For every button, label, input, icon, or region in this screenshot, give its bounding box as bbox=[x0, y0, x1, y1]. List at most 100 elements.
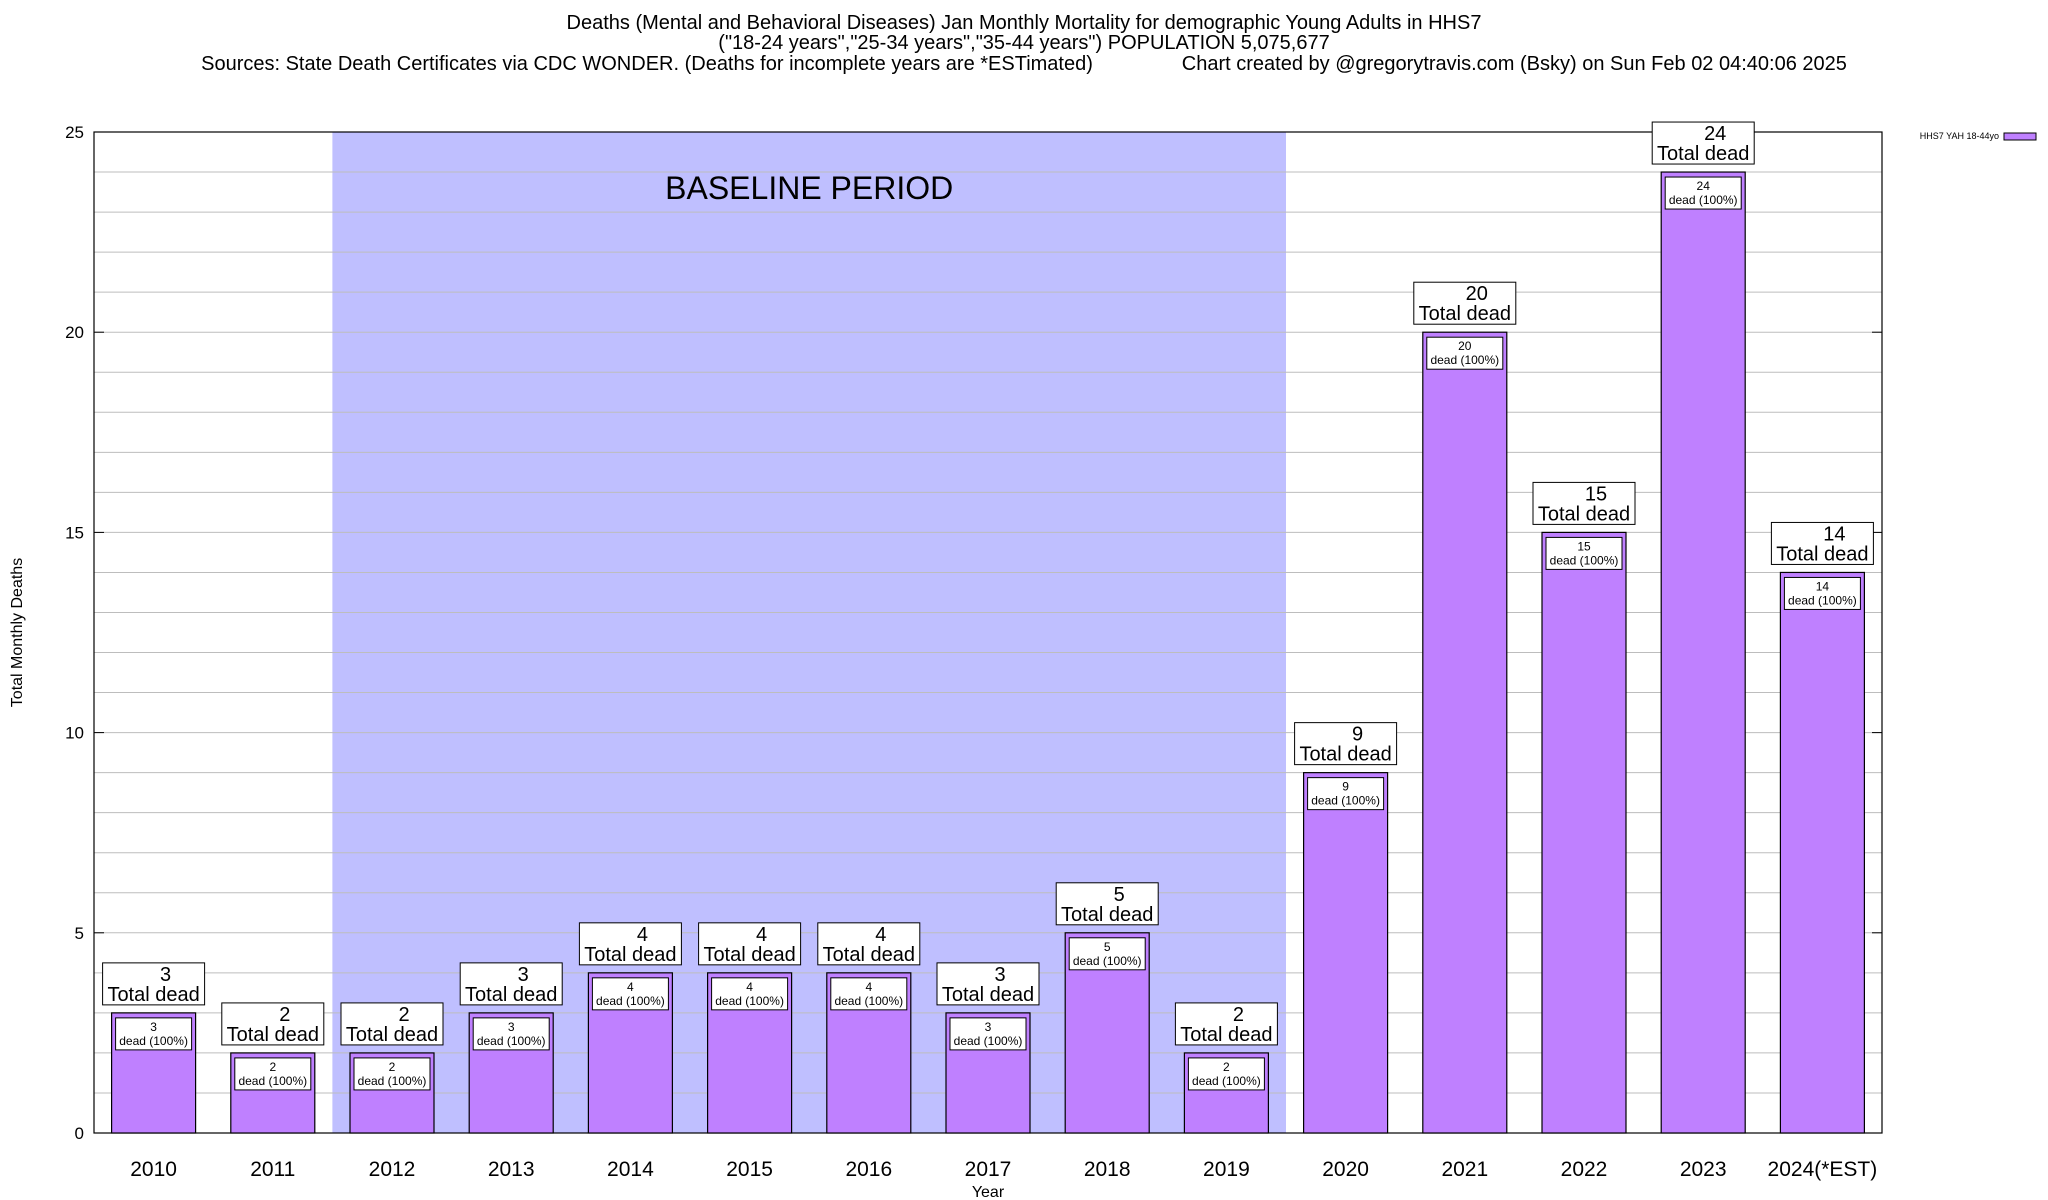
total-label-value: 2 bbox=[1233, 1004, 1244, 1026]
inner-label-text: dead (100%) bbox=[596, 994, 665, 1008]
inner-label-value: 4 bbox=[746, 980, 753, 994]
inner-label-value: 3 bbox=[150, 1020, 157, 1034]
x-tick-label: 2014 bbox=[607, 1158, 654, 1181]
inner-label-value: 2 bbox=[1223, 1060, 1230, 1074]
inner-label-value: 9 bbox=[1342, 780, 1349, 794]
inner-label-value: 14 bbox=[1816, 579, 1830, 593]
x-tick-label: 2011 bbox=[250, 1158, 295, 1181]
x-tick-label: 2022 bbox=[1561, 1158, 1608, 1181]
x-axis-label: Year bbox=[972, 1184, 1005, 1200]
total-label-box bbox=[1651, 121, 1755, 165]
inner-label-value: 24 bbox=[1697, 179, 1711, 193]
total-label-value: 3 bbox=[994, 964, 1005, 986]
inner-label-box bbox=[1426, 336, 1504, 370]
inner-label-text: dead (100%) bbox=[954, 1034, 1023, 1048]
inner-label-value: 2 bbox=[389, 1060, 396, 1074]
total-label-box bbox=[1770, 521, 1874, 565]
y-tick-label: 25 bbox=[65, 123, 84, 142]
chart-title-line-2: ("18-24 years","25-34 years","35-44 year… bbox=[718, 32, 1330, 54]
inner-label-box bbox=[949, 1017, 1027, 1051]
x-tick-label: 2023 bbox=[1680, 1158, 1727, 1181]
inner-label-text: dead (100%) bbox=[358, 1074, 427, 1088]
inner-label-text: dead (100%) bbox=[1550, 553, 1619, 567]
total-label-value: 20 bbox=[1466, 283, 1488, 305]
x-tick-label: 2017 bbox=[965, 1158, 1012, 1181]
total-label-value: 9 bbox=[1352, 724, 1363, 746]
x-tick-label: 2013 bbox=[488, 1158, 535, 1181]
total-label-text: Total dead bbox=[227, 1024, 319, 1046]
inner-label-value: 4 bbox=[865, 980, 872, 994]
bar bbox=[1422, 331, 1508, 1134]
total-label-box bbox=[340, 1002, 444, 1046]
chart-title-line-3: Sources: State Death Certificates via CD… bbox=[201, 53, 1847, 75]
inner-label-value: 3 bbox=[508, 1020, 515, 1034]
total-label-value: 3 bbox=[160, 964, 171, 986]
inner-label-text: dead (100%) bbox=[1788, 593, 1857, 607]
y-tick-label: 20 bbox=[65, 323, 84, 342]
baseline-label: BASELINE PERIOD bbox=[665, 170, 953, 206]
inner-label-box bbox=[1783, 576, 1861, 610]
y-tick-label: 0 bbox=[75, 1124, 84, 1143]
total-label-value: 5 bbox=[1114, 884, 1125, 906]
inner-label-box bbox=[1187, 1057, 1265, 1091]
total-label-box bbox=[817, 922, 921, 966]
total-label-value: 4 bbox=[756, 924, 767, 946]
inner-label-value: 15 bbox=[1577, 539, 1591, 553]
x-tick-label: 2024(*EST) bbox=[1768, 1158, 1878, 1181]
legend-label: HHS7 YAH 18-44yo bbox=[1920, 131, 1999, 141]
total-label-text: Total dead bbox=[1180, 1024, 1272, 1046]
total-label-box bbox=[221, 1002, 325, 1046]
x-tick-label: 2021 bbox=[1441, 1158, 1488, 1181]
y-tick-label: 5 bbox=[75, 924, 84, 943]
inner-label-box bbox=[1307, 777, 1385, 811]
x-tick-label: 2015 bbox=[726, 1158, 773, 1181]
total-label-text: Total dead bbox=[107, 984, 199, 1006]
inner-label-box bbox=[353, 1057, 431, 1091]
bar bbox=[1779, 571, 1866, 1134]
total-label-box bbox=[1174, 1002, 1278, 1046]
total-label-text: Total dead bbox=[584, 944, 676, 966]
bar bbox=[1660, 171, 1746, 1134]
total-label-text: Total dead bbox=[823, 944, 915, 966]
total-label-box bbox=[1055, 882, 1159, 926]
bar bbox=[1541, 531, 1627, 1134]
inner-label-value: 5 bbox=[1104, 940, 1111, 954]
chart-title-line-1: Deaths (Mental and Behavioral Diseases) … bbox=[566, 12, 1482, 34]
total-label-text: Total dead bbox=[1776, 543, 1868, 565]
inner-label-box bbox=[711, 977, 789, 1011]
total-label-box bbox=[102, 962, 206, 1006]
total-label-text: Total dead bbox=[1538, 503, 1630, 525]
inner-label-box bbox=[1664, 176, 1742, 210]
inner-label-box bbox=[1068, 937, 1146, 971]
total-label-box bbox=[1532, 481, 1636, 525]
total-label-text: Total dead bbox=[1657, 143, 1749, 165]
inner-label-text: dead (100%) bbox=[715, 994, 784, 1008]
total-label-box bbox=[1413, 281, 1517, 325]
x-tick-label: 2016 bbox=[845, 1158, 892, 1181]
total-label-text: Total dead bbox=[1299, 744, 1391, 766]
total-label-text: Total dead bbox=[703, 944, 795, 966]
total-label-value: 24 bbox=[1704, 123, 1726, 145]
x-tick-label: 2020 bbox=[1322, 1158, 1369, 1181]
total-label-box bbox=[698, 922, 802, 966]
inner-label-text: dead (100%) bbox=[1073, 954, 1142, 968]
total-label-text: Total dead bbox=[942, 984, 1034, 1006]
x-tick-label: 2010 bbox=[130, 1158, 177, 1181]
total-label-box bbox=[936, 962, 1040, 1006]
inner-label-value: 2 bbox=[269, 1060, 276, 1074]
inner-label-box bbox=[115, 1017, 193, 1051]
total-label-text: Total dead bbox=[465, 984, 557, 1006]
total-label-text: Total dead bbox=[1419, 303, 1511, 325]
inner-label-box bbox=[472, 1017, 550, 1051]
total-label-text: Total dead bbox=[346, 1024, 438, 1046]
total-label-box bbox=[1294, 722, 1398, 766]
inner-label-text: dead (100%) bbox=[1192, 1074, 1261, 1088]
bar bbox=[1302, 772, 1389, 1134]
inner-label-box bbox=[830, 977, 908, 1011]
total-label-value: 4 bbox=[875, 924, 886, 946]
total-label-value: 15 bbox=[1585, 483, 1607, 505]
x-tick-label: 2019 bbox=[1203, 1158, 1250, 1181]
inner-label-text: dead (100%) bbox=[238, 1074, 307, 1088]
x-tick-label: 2018 bbox=[1084, 1158, 1131, 1181]
